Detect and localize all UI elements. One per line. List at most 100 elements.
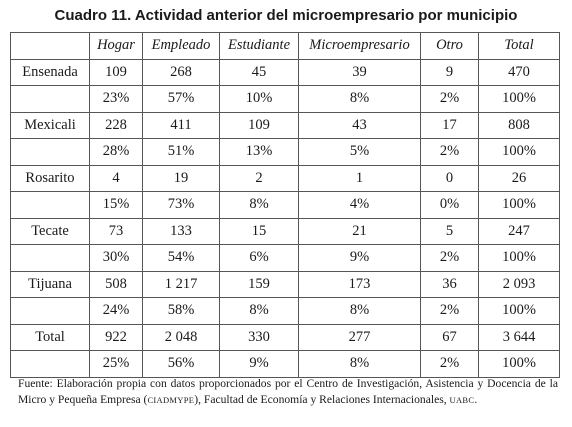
count-cell: 19 bbox=[142, 164, 220, 192]
table-row-counts: Mexicali 228 411 109 43 17 808 bbox=[10, 111, 560, 139]
table-row-counts: Rosarito 4 19 2 1 0 26 bbox=[10, 164, 560, 192]
count-cell: 470 bbox=[478, 58, 560, 86]
municipio-cell: Mexicali bbox=[10, 111, 90, 139]
table-row-percents: 24% 58% 8% 8% 2% 100% bbox=[10, 297, 560, 325]
municipio-cell: Ensenada bbox=[10, 58, 90, 86]
count-cell: 808 bbox=[478, 111, 560, 139]
table-row-percents: 23% 57% 10% 8% 2% 100% bbox=[10, 85, 560, 113]
percent-cell: 9% bbox=[298, 244, 421, 272]
source-note-text: . bbox=[474, 392, 478, 406]
header-row: Hogar Empleado Estudiante Microempresari… bbox=[10, 32, 560, 60]
percent-cell: 4% bbox=[298, 191, 421, 219]
source-note-text: ), Facultad de Economía y Relaciones Int… bbox=[194, 392, 450, 406]
blank-cell bbox=[10, 297, 90, 325]
source-note-text: Fuente: Elaboración propia con datos pro… bbox=[18, 377, 558, 406]
count-cell: 2 bbox=[219, 164, 299, 192]
source-abbr: UABC bbox=[449, 394, 475, 405]
count-cell: 173 bbox=[298, 270, 421, 298]
header-blank bbox=[10, 32, 90, 60]
percent-cell: 8% bbox=[298, 297, 421, 325]
count-cell: 9 bbox=[420, 58, 479, 86]
column-header: Hogar bbox=[89, 32, 143, 60]
count-cell: 2 093 bbox=[478, 270, 560, 298]
count-cell: 411 bbox=[142, 111, 220, 139]
percent-cell: 28% bbox=[89, 138, 143, 166]
percent-cell: 100% bbox=[478, 297, 560, 325]
table-row-percents: 15% 73% 8% 4% 0% 100% bbox=[10, 191, 560, 219]
table-row-percents: 25% 56% 9% 8% 2% 100% bbox=[10, 350, 560, 378]
column-header: Microempresario bbox=[298, 32, 421, 60]
percent-cell: 10% bbox=[219, 85, 299, 113]
column-header: Estudiante bbox=[219, 32, 299, 60]
column-header: Otro bbox=[420, 32, 479, 60]
count-cell: 3 644 bbox=[478, 323, 560, 351]
percent-cell: 100% bbox=[478, 191, 560, 219]
count-cell: 247 bbox=[478, 217, 560, 245]
percent-cell: 8% bbox=[298, 350, 421, 378]
count-cell: 4 bbox=[89, 164, 143, 192]
percent-cell: 2% bbox=[420, 138, 479, 166]
table-row-counts: Ensenada 109 268 45 39 9 470 bbox=[10, 58, 560, 86]
column-header: Total bbox=[478, 32, 560, 60]
percent-cell: 58% bbox=[142, 297, 220, 325]
count-cell: 922 bbox=[89, 323, 143, 351]
percent-cell: 25% bbox=[89, 350, 143, 378]
count-cell: 159 bbox=[219, 270, 299, 298]
percent-cell: 2% bbox=[420, 350, 479, 378]
count-cell: 26 bbox=[478, 164, 560, 192]
percent-cell: 56% bbox=[142, 350, 220, 378]
data-table: Hogar Empleado Estudiante Microempresari… bbox=[10, 32, 560, 378]
table-title: Cuadro 11. Actividad anterior del microe… bbox=[54, 7, 518, 24]
source-abbr: CIADMYPE bbox=[147, 394, 195, 405]
count-cell: 67 bbox=[420, 323, 479, 351]
table-row-counts: Total 922 2 048 330 277 67 3 644 bbox=[10, 323, 560, 351]
percent-cell: 100% bbox=[478, 138, 560, 166]
percent-cell: 9% bbox=[219, 350, 299, 378]
table-body: Ensenada 109 268 45 39 9 470 23% 57% 10% 8% 2% 100% M… bbox=[10, 58, 560, 378]
percent-cell: 5% bbox=[298, 138, 421, 166]
percent-cell: 23% bbox=[89, 85, 143, 113]
source-note: Fuente: Elaboración propia con datos pro… bbox=[18, 376, 558, 408]
percent-cell: 100% bbox=[478, 244, 560, 272]
count-cell: 133 bbox=[142, 217, 220, 245]
municipio-cell: Tijuana bbox=[10, 270, 90, 298]
table-row-counts: Tijuana 508 1 217 159 173 36 2 093 bbox=[10, 270, 560, 298]
percent-cell: 54% bbox=[142, 244, 220, 272]
count-cell: 109 bbox=[219, 111, 299, 139]
percent-cell: 13% bbox=[219, 138, 299, 166]
count-cell: 268 bbox=[142, 58, 220, 86]
percent-cell: 8% bbox=[219, 297, 299, 325]
count-cell: 45 bbox=[219, 58, 299, 86]
table-row-counts: Tecate 73 133 15 21 5 247 bbox=[10, 217, 560, 245]
percent-cell: 6% bbox=[219, 244, 299, 272]
percent-cell: 30% bbox=[89, 244, 143, 272]
percent-cell: 8% bbox=[298, 85, 421, 113]
count-cell: 109 bbox=[89, 58, 143, 86]
percent-cell: 100% bbox=[478, 85, 560, 113]
blank-cell bbox=[10, 191, 90, 219]
count-cell: 228 bbox=[89, 111, 143, 139]
municipio-cell: Tecate bbox=[10, 217, 90, 245]
blank-cell bbox=[10, 85, 90, 113]
percent-cell: 8% bbox=[219, 191, 299, 219]
count-cell: 43 bbox=[298, 111, 421, 139]
blank-cell bbox=[10, 244, 90, 272]
table-row-percents: 28% 51% 13% 5% 2% 100% bbox=[10, 138, 560, 166]
municipio-cell: Total bbox=[10, 323, 90, 351]
column-header: Empleado bbox=[142, 32, 220, 60]
blank-cell bbox=[10, 138, 90, 166]
count-cell: 330 bbox=[219, 323, 299, 351]
percent-cell: 15% bbox=[89, 191, 143, 219]
percent-cell: 24% bbox=[89, 297, 143, 325]
table-row-percents: 30% 54% 6% 9% 2% 100% bbox=[10, 244, 560, 272]
count-cell: 1 bbox=[298, 164, 421, 192]
count-cell: 508 bbox=[89, 270, 143, 298]
percent-cell: 2% bbox=[420, 85, 479, 113]
percent-cell: 2% bbox=[420, 244, 479, 272]
percent-cell: 0% bbox=[420, 191, 479, 219]
count-cell: 39 bbox=[298, 58, 421, 86]
percent-cell: 57% bbox=[142, 85, 220, 113]
count-cell: 277 bbox=[298, 323, 421, 351]
count-cell: 36 bbox=[420, 270, 479, 298]
percent-cell: 73% bbox=[142, 191, 220, 219]
